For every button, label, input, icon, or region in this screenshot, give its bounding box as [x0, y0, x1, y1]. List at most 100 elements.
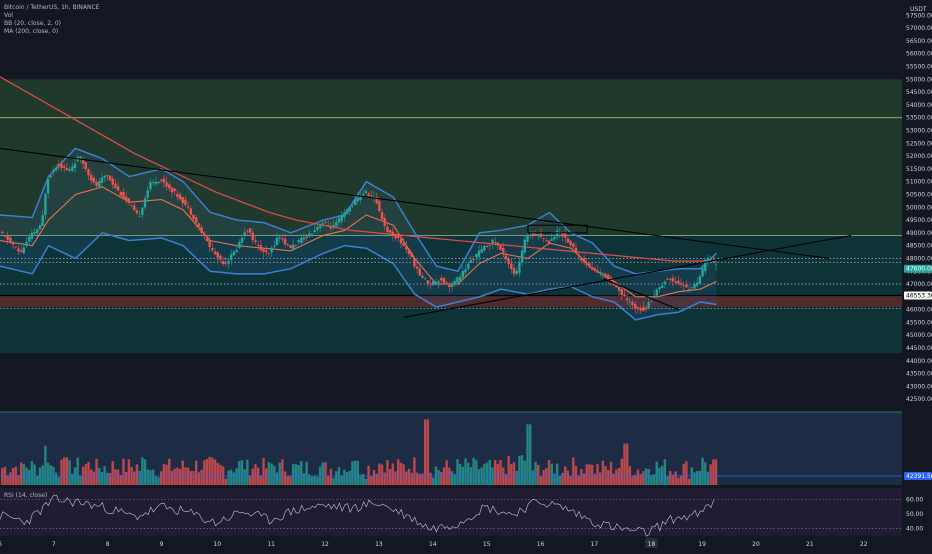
- volume-bar-121: [326, 475, 330, 485]
- bollinger-legend[interactable]: BB (20, close, 2, 0): [4, 20, 61, 27]
- candle-body-212: [572, 243, 575, 248]
- volume-bar-25: [68, 460, 71, 485]
- volume-bar-252: [679, 475, 683, 485]
- candle-body-251: [677, 280, 680, 284]
- candle-body-260: [701, 268, 704, 277]
- volume-bar-134: [362, 474, 365, 485]
- volume-legend[interactable]: Vol: [4, 12, 13, 19]
- volume-bar-230: [620, 458, 623, 485]
- volume-bar-136: [367, 465, 370, 485]
- volume-bar-142: [383, 472, 386, 485]
- volume-bar-181: [488, 460, 491, 485]
- volume-bar-239: [644, 468, 648, 485]
- candle-body-157: [423, 278, 427, 280]
- volume-bar-111: [300, 460, 303, 485]
- candle-body-15: [41, 215, 44, 226]
- candle-body-82: [221, 261, 225, 265]
- candle-body-180: [485, 245, 489, 247]
- volume-bar-36: [98, 467, 101, 485]
- candle-body-188: [507, 258, 510, 265]
- candle-body-121: [326, 225, 330, 226]
- candle-body-197: [531, 232, 535, 235]
- candle-body-75: [203, 233, 206, 236]
- candle-body-164: [442, 278, 446, 283]
- volume-bar-109: [294, 464, 298, 485]
- price-tick-11: 52000.00: [906, 153, 932, 160]
- date-tick-14: 20: [752, 541, 760, 548]
- volume-bar-148: [399, 462, 403, 485]
- candle-body-33: [89, 174, 93, 181]
- candle-body-255: [687, 289, 691, 291]
- highlight-box-0: [527, 224, 588, 234]
- candle-body-4: [11, 242, 15, 245]
- volume-bar-49: [133, 471, 136, 485]
- candle-body-205: [553, 236, 556, 240]
- volume-bar-84: [227, 470, 230, 485]
- candle-body-225: [607, 274, 610, 280]
- volume-bar-202: [545, 468, 548, 485]
- volume-bar-158: [426, 419, 430, 485]
- volume-bar-179: [483, 463, 486, 485]
- candle-body-211: [569, 240, 572, 246]
- volume-bar-222: [599, 472, 602, 485]
- price-tick-26: 44500.00: [906, 345, 932, 352]
- candle-body-185: [499, 245, 502, 250]
- volume-bar-145: [391, 463, 395, 485]
- candle-body-87: [235, 249, 238, 253]
- symbol-legend[interactable]: Bitcoin / TetherUS, 1h, BINANCE: [4, 4, 100, 11]
- candle-body-110: [297, 240, 300, 243]
- candle-body-27: [73, 163, 77, 168]
- candle-body-112: [302, 237, 306, 240]
- volume-bar-26: [71, 473, 74, 485]
- candle-body-239: [644, 307, 648, 310]
- volume-bar-21: [57, 477, 61, 485]
- price-tick-5: 55000.00: [906, 76, 932, 83]
- volume-bar-195: [526, 424, 529, 485]
- candle-body-35: [95, 182, 98, 187]
- volume-bar-54: [146, 469, 149, 485]
- volume-bar-92: [248, 475, 252, 485]
- volume-bar-59: [159, 471, 163, 485]
- candle-body-26: [71, 166, 74, 171]
- volume-bar-227: [612, 473, 615, 485]
- volume-bar-188: [507, 456, 510, 485]
- volume-bar-199: [537, 464, 540, 485]
- volume-bar-120: [324, 462, 327, 485]
- volume-bar-23: [63, 457, 66, 485]
- candle-body-234: [631, 302, 634, 306]
- volume-bar-93: [251, 468, 254, 485]
- candle-body-159: [429, 283, 432, 285]
- volume-bar-177: [477, 469, 481, 485]
- candle-body-181: [488, 244, 491, 246]
- volume-bar-170: [458, 463, 462, 485]
- candle-body-100: [270, 247, 273, 253]
- candle-body-216: [582, 258, 586, 263]
- ma-legend[interactable]: MA (200, close, 0): [4, 28, 59, 35]
- candle-body-232: [625, 298, 629, 301]
- volume-bar-43: [116, 469, 120, 485]
- price-tick-30: 42500.00: [906, 396, 932, 403]
- volume-bar-207: [558, 475, 562, 485]
- candle-body-94: [254, 240, 257, 242]
- rsi-line: [0, 494, 715, 537]
- candle-body-90: [243, 232, 246, 236]
- volume-bar-144: [388, 469, 392, 485]
- price-tick-18: 48500.00: [906, 243, 932, 250]
- volume-bar-7: [19, 462, 23, 485]
- volume-bar-210: [566, 470, 570, 485]
- volume-bar-107: [289, 475, 292, 485]
- candle-body-48: [130, 205, 133, 207]
- volume-bar-15: [41, 465, 44, 485]
- volume-bar-211: [569, 475, 572, 485]
- candle-body-43: [116, 186, 120, 191]
- volume-bar-152: [410, 472, 413, 485]
- volume-bar-86: [232, 472, 236, 485]
- candle-body-190: [512, 268, 516, 274]
- volume-bar-184: [496, 463, 500, 485]
- volume-bar-17: [46, 462, 50, 485]
- volume-bar-71: [192, 470, 195, 485]
- bollinger-upper-line: [0, 147, 717, 275]
- rsi-legend[interactable]: RSI (14, close): [4, 492, 48, 499]
- currency-label: USDT: [910, 6, 927, 13]
